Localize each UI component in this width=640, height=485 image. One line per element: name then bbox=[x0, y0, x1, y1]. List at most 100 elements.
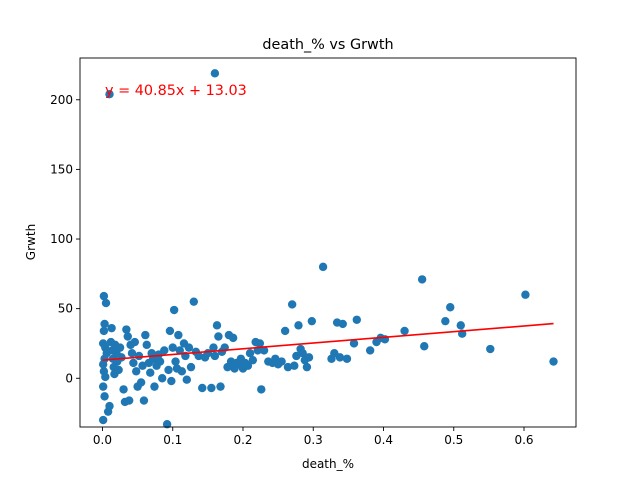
data-point-110 bbox=[280, 326, 290, 336]
data-point-128 bbox=[342, 354, 352, 363]
data-point-140 bbox=[456, 321, 465, 330]
data-point-75 bbox=[194, 351, 203, 361]
data-point-1 bbox=[210, 69, 220, 78]
data-point-15 bbox=[98, 415, 108, 425]
data-point-65 bbox=[174, 330, 183, 340]
x-ticks: 0.0 0.1 0.2 0.3 0.4 0.5 0.6 bbox=[93, 427, 534, 447]
data-point-129 bbox=[349, 339, 359, 348]
data-point-120 bbox=[304, 353, 314, 362]
data-point-27 bbox=[114, 365, 123, 375]
data-point-97 bbox=[243, 361, 253, 370]
data-point-13 bbox=[98, 382, 108, 391]
data-point-135 bbox=[400, 326, 409, 336]
data-point-2 bbox=[99, 291, 109, 301]
data-point-143 bbox=[521, 290, 530, 299]
data-point-38 bbox=[130, 337, 139, 347]
data-point-136 bbox=[417, 275, 427, 284]
data-point-55 bbox=[158, 374, 167, 383]
data-point-54 bbox=[155, 357, 165, 366]
data-point-99 bbox=[248, 355, 258, 365]
data-point-58 bbox=[164, 365, 173, 375]
x-tick-label: 0.4 bbox=[374, 433, 393, 447]
data-point-137 bbox=[420, 342, 429, 351]
data-point-37 bbox=[129, 358, 138, 368]
data-point-33 bbox=[123, 332, 132, 341]
data-point-80 bbox=[209, 343, 218, 352]
y-tick-label: 200 bbox=[50, 93, 73, 107]
regression-line bbox=[102, 322, 554, 361]
data-point-30 bbox=[119, 385, 128, 394]
data-point-121 bbox=[307, 316, 317, 326]
data-point-59 bbox=[165, 326, 175, 336]
data-point-56 bbox=[160, 346, 169, 355]
x-tick-label: 0.3 bbox=[304, 433, 323, 447]
data-point-113 bbox=[290, 361, 299, 370]
fit-line-layer bbox=[102, 322, 554, 361]
y-tick-label: 100 bbox=[50, 232, 73, 246]
data-point-71 bbox=[184, 343, 194, 352]
data-point-127 bbox=[338, 319, 347, 329]
data-point-122 bbox=[318, 262, 328, 272]
data-point-115 bbox=[294, 321, 303, 330]
data-point-42 bbox=[136, 378, 146, 387]
y-tick-label: 0 bbox=[65, 371, 73, 385]
data-point-12 bbox=[101, 372, 110, 382]
x-tick-label: 0.0 bbox=[93, 433, 112, 447]
data-point-139 bbox=[446, 303, 455, 312]
data-point-131 bbox=[365, 346, 375, 355]
data-point-119 bbox=[302, 362, 312, 372]
data-point-45 bbox=[141, 330, 150, 340]
data-point-28 bbox=[115, 343, 125, 352]
data-point-51 bbox=[150, 382, 159, 391]
data-point-102 bbox=[255, 339, 265, 348]
data-point-43 bbox=[138, 361, 147, 370]
data-point-130 bbox=[352, 315, 361, 324]
data-point-98 bbox=[245, 349, 255, 358]
data-point-144 bbox=[549, 357, 558, 366]
data-point-60 bbox=[167, 376, 176, 386]
x-axis-label: death_% bbox=[302, 457, 354, 471]
data-point-81 bbox=[210, 351, 220, 361]
data-point-0 bbox=[105, 90, 114, 99]
data-point-90 bbox=[228, 333, 238, 343]
data-point-44 bbox=[139, 396, 149, 405]
y-tick-label: 50 bbox=[58, 302, 73, 316]
points-layer bbox=[98, 69, 558, 429]
data-point-112 bbox=[287, 300, 297, 309]
data-point-62 bbox=[169, 305, 179, 315]
plot-area bbox=[80, 58, 576, 427]
data-point-67 bbox=[177, 367, 187, 376]
data-point-79 bbox=[207, 383, 216, 393]
y-axis-label: Grwth bbox=[24, 224, 38, 260]
data-point-84 bbox=[216, 382, 225, 391]
data-point-73 bbox=[189, 297, 199, 306]
data-point-117 bbox=[298, 349, 307, 358]
data-point-17 bbox=[105, 401, 114, 411]
data-point-70 bbox=[182, 375, 191, 384]
data-point-82 bbox=[212, 321, 222, 330]
data-point-109 bbox=[277, 357, 286, 366]
data-point-72 bbox=[186, 362, 196, 372]
data-point-83 bbox=[214, 332, 223, 341]
data-point-29 bbox=[117, 353, 126, 362]
data-point-63 bbox=[171, 357, 180, 366]
data-point-142 bbox=[486, 344, 495, 354]
axes-frame bbox=[79, 57, 577, 428]
y-tick-label: 150 bbox=[50, 162, 73, 176]
data-point-103 bbox=[257, 385, 266, 394]
data-point-23 bbox=[107, 323, 116, 333]
data-point-4 bbox=[100, 319, 109, 329]
data-point-32 bbox=[122, 325, 131, 334]
data-point-104 bbox=[259, 346, 269, 355]
data-point-10 bbox=[98, 360, 108, 369]
data-point-61 bbox=[168, 343, 177, 352]
x-tick-label: 0.1 bbox=[163, 433, 182, 447]
data-point-5 bbox=[99, 326, 109, 336]
data-point-39 bbox=[132, 367, 141, 376]
data-point-76 bbox=[198, 383, 207, 393]
data-point-36 bbox=[127, 349, 137, 358]
data-point-138 bbox=[441, 316, 450, 326]
data-point-34 bbox=[124, 396, 134, 405]
